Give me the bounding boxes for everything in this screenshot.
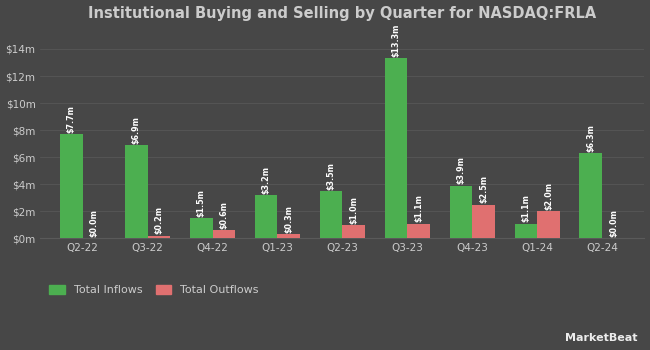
- Bar: [473, 205, 495, 238]
- Bar: [60, 134, 83, 238]
- Text: $0.2m: $0.2m: [155, 206, 163, 235]
- Bar: [538, 211, 560, 238]
- Bar: [278, 234, 300, 238]
- Bar: [408, 224, 430, 238]
- Bar: [125, 145, 148, 238]
- Bar: [385, 58, 408, 238]
- Bar: [148, 236, 170, 238]
- Text: $1.1m: $1.1m: [414, 194, 423, 222]
- Text: $0.3m: $0.3m: [284, 205, 293, 233]
- Text: $6.9m: $6.9m: [132, 116, 140, 144]
- Bar: [515, 224, 538, 238]
- Text: $0.0m: $0.0m: [609, 209, 618, 237]
- Text: $3.5m: $3.5m: [326, 162, 335, 190]
- Text: $6.3m: $6.3m: [586, 124, 595, 152]
- Text: $2.0m: $2.0m: [544, 182, 553, 210]
- Bar: [320, 191, 343, 238]
- Bar: [255, 195, 278, 238]
- Title: Institutional Buying and Selling by Quarter for NASDAQ:FRLA: Institutional Buying and Selling by Quar…: [88, 6, 597, 21]
- Text: $0.0m: $0.0m: [90, 209, 99, 237]
- Text: MarketBeat: MarketBeat: [564, 333, 637, 343]
- Text: $7.7m: $7.7m: [67, 105, 76, 133]
- Text: $0.6m: $0.6m: [220, 201, 228, 229]
- Text: $3.9m: $3.9m: [456, 156, 465, 184]
- Bar: [343, 225, 365, 238]
- Text: $1.1m: $1.1m: [521, 194, 530, 222]
- Bar: [580, 153, 603, 238]
- Text: $3.2m: $3.2m: [261, 166, 270, 194]
- Bar: [213, 230, 235, 238]
- Legend: Total Inflows, Total Outflows: Total Inflows, Total Outflows: [46, 282, 262, 299]
- Bar: [450, 186, 473, 238]
- Text: $1.5m: $1.5m: [197, 189, 205, 217]
- Bar: [190, 218, 213, 238]
- Text: $2.5m: $2.5m: [479, 175, 488, 203]
- Text: $13.3m: $13.3m: [391, 24, 400, 57]
- Text: $1.0m: $1.0m: [349, 196, 358, 224]
